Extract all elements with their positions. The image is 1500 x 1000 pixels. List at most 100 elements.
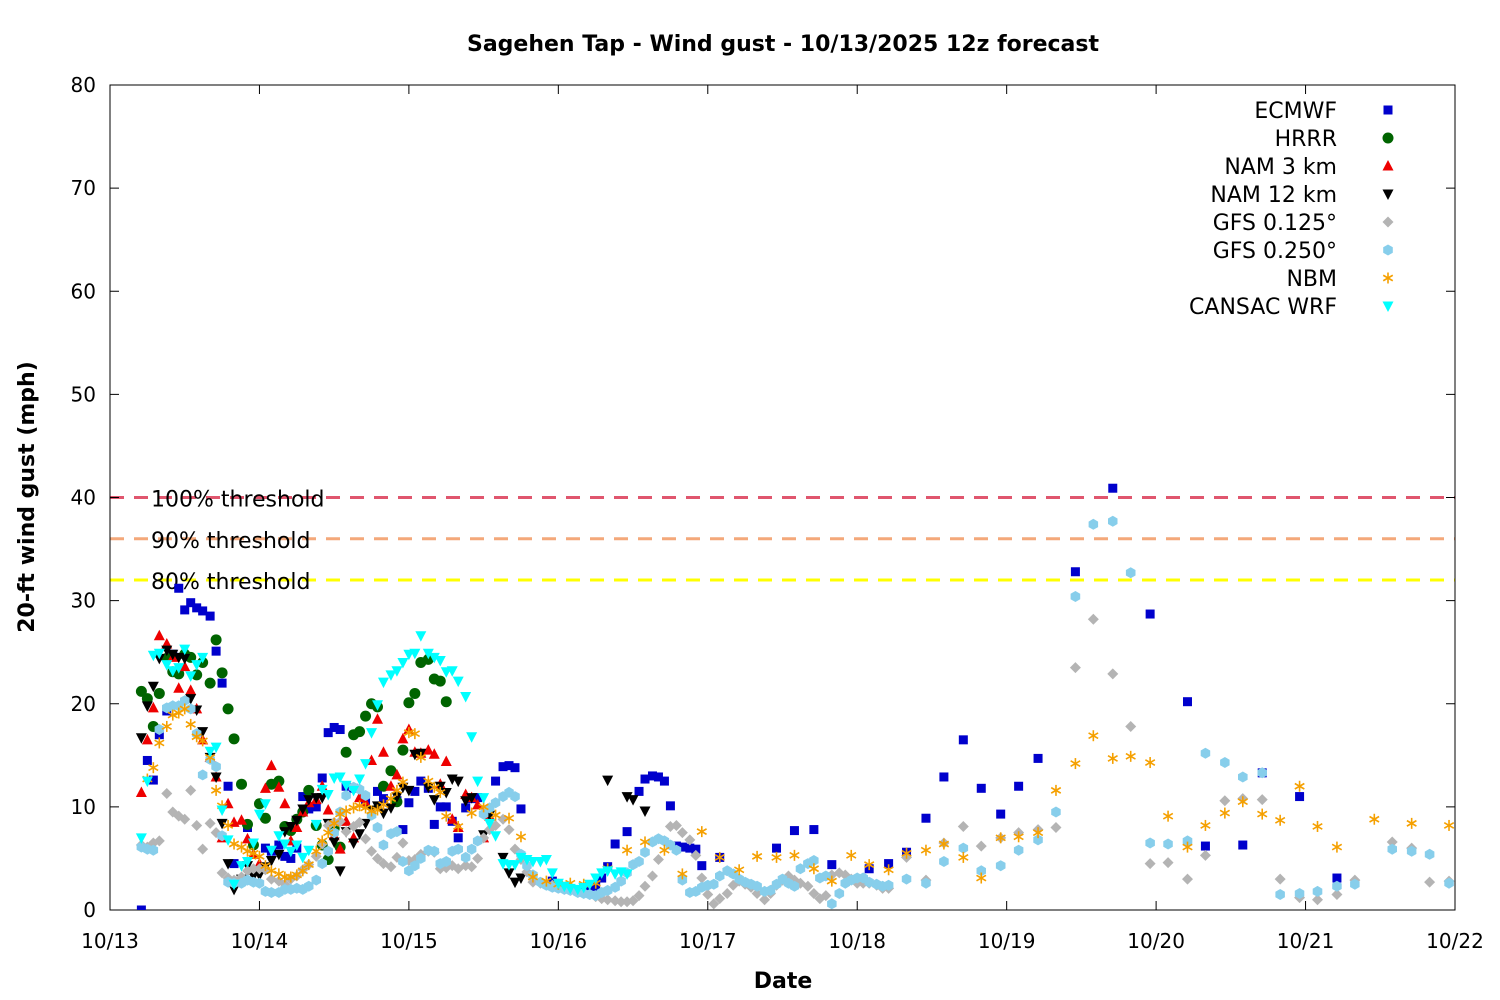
point-gfs-0-250 <box>510 791 520 803</box>
point-cansac-wrf <box>222 835 234 846</box>
point-nam-12-km <box>273 849 285 861</box>
point-cansac-wrf <box>434 655 446 667</box>
point-gfs-0-250 <box>1033 834 1043 846</box>
point-nbm <box>179 703 190 715</box>
point-nam-12-km <box>627 795 639 806</box>
point-gfs-0-125 <box>372 852 384 864</box>
point-hrrr <box>397 744 409 756</box>
point-nbm <box>1443 819 1455 831</box>
point-gfs-0-250 <box>410 860 420 872</box>
point-nbm <box>1257 808 1268 820</box>
point-cansac-wrf <box>210 742 222 754</box>
point-cansac-wrf <box>372 700 384 711</box>
point-nbm <box>527 871 539 883</box>
point-gfs-0-250 <box>429 845 440 857</box>
legend-marker-nbm <box>1382 272 1394 284</box>
point-nam-3-km <box>179 660 191 672</box>
point-nam-12-km <box>328 837 340 848</box>
point-ecmwf <box>1332 873 1342 883</box>
point-nbm <box>958 851 969 863</box>
point-gfs-0-125 <box>708 898 720 910</box>
point-cansac-wrf <box>141 776 153 788</box>
point-gfs-0-250 <box>1312 885 1323 897</box>
point-gfs-0-250 <box>341 790 351 801</box>
point-gfs-0-125 <box>670 819 682 831</box>
point-nbm <box>210 784 222 796</box>
point-cansac-wrf <box>584 879 596 891</box>
point-cansac-wrf <box>472 776 484 788</box>
point-gfs-0-250 <box>1275 889 1285 900</box>
point-gfs-0-250 <box>715 870 725 882</box>
point-gfs-0-125 <box>652 853 664 865</box>
point-cansac-wrf <box>609 869 621 880</box>
point-gfs-0-250 <box>522 860 532 872</box>
point-cansac-wrf <box>334 772 346 783</box>
point-ecmwf <box>772 843 782 853</box>
point-gfs-0-250 <box>958 842 969 854</box>
point-hrrr <box>403 697 415 709</box>
point-gfs-0-125 <box>1050 822 1062 833</box>
point-gfs-0-250 <box>789 880 800 892</box>
point-ecmwf <box>142 755 152 765</box>
point-nbm <box>466 807 477 819</box>
point-nam-12-km <box>265 856 277 867</box>
point-gfs-0-250 <box>827 898 837 910</box>
point-nam-12-km <box>621 792 633 803</box>
point-nam-12-km <box>428 795 440 806</box>
point-ecmwf <box>996 809 1006 819</box>
y-tick-label: 0 <box>83 898 96 922</box>
point-gfs-0-125 <box>1144 858 1156 870</box>
point-gfs-0-125 <box>1107 668 1119 680</box>
point-nbm <box>696 826 707 838</box>
point-nam-3-km <box>446 813 458 824</box>
x-axis-label: Date <box>754 969 813 994</box>
point-nbm <box>385 793 397 805</box>
point-nam-12-km <box>210 772 222 783</box>
point-gfs-0-125 <box>1087 613 1099 625</box>
point-cansac-wrf <box>484 818 496 830</box>
point-ecmwf <box>198 606 208 616</box>
point-cansac-wrf <box>354 774 366 786</box>
point-gfs-0-125 <box>684 834 696 846</box>
point-cansac-wrf <box>322 790 334 801</box>
point-nbm <box>639 836 651 848</box>
point-ecmwf <box>378 794 388 804</box>
point-nam-12-km <box>185 694 197 705</box>
point-ecmwf <box>884 859 894 869</box>
point-gfs-0-250 <box>1238 771 1248 783</box>
point-nbm <box>1107 752 1118 764</box>
point-ecmwf <box>286 853 296 863</box>
point-nbm <box>1369 813 1380 825</box>
point-ecmwf <box>174 583 184 593</box>
point-gfs-0-250 <box>1332 880 1342 892</box>
point-nam-12-km <box>348 838 360 849</box>
point-ecmwf <box>1238 840 1248 850</box>
point-cansac-wrf <box>478 793 490 804</box>
point-gfs-0-250 <box>1257 767 1267 779</box>
point-nam-12-km <box>216 818 228 830</box>
point-nbm <box>154 737 165 749</box>
point-nbm <box>826 875 837 887</box>
x-tick-label: 10/20 <box>1127 929 1185 953</box>
point-nbm <box>1406 817 1417 829</box>
point-cansac-wrf <box>310 819 322 831</box>
point-nam-12-km <box>135 733 147 744</box>
point-gfs-0-250 <box>472 835 483 847</box>
threshold-label: 100% threshold <box>151 488 325 513</box>
point-nbm <box>920 844 932 856</box>
point-nam-3-km <box>236 814 248 825</box>
point-cansac-wrf <box>366 728 378 739</box>
point-gfs-0-250 <box>266 887 277 898</box>
series-cansac-wrf <box>135 631 633 896</box>
point-gfs-0-125 <box>354 816 366 828</box>
point-ecmwf <box>192 603 202 613</box>
legend-label: ECMWF <box>1254 99 1337 124</box>
point-cansac-wrf <box>391 666 403 677</box>
point-nam-12-km <box>334 866 346 877</box>
point-gfs-0-250 <box>671 844 682 856</box>
point-cansac-wrf <box>490 831 502 842</box>
point-hrrr <box>434 675 446 687</box>
point-gfs-0-250 <box>995 860 1006 872</box>
x-tick-label: 10/17 <box>679 929 737 953</box>
point-gfs-0-250 <box>1108 515 1118 527</box>
